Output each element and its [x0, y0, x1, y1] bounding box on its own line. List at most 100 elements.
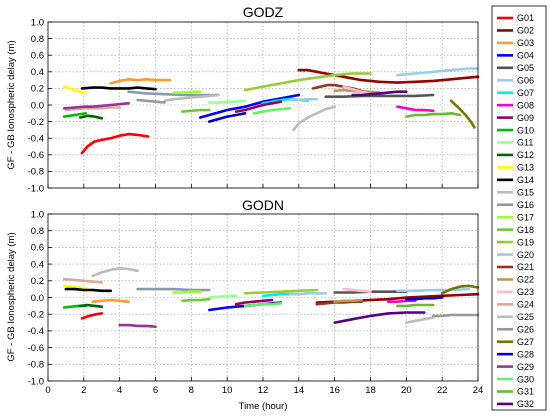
legend-label-g28: G28 [517, 349, 534, 359]
godz-series-g12 [79, 114, 104, 120]
legend-label-g06: G06 [517, 75, 534, 85]
legend-label-g04: G04 [517, 51, 534, 61]
godz-series-g19 [243, 72, 372, 92]
godn-x-tick-label: 18 [365, 385, 376, 396]
godz-y-tick-label: -1.0 [28, 183, 44, 194]
godn-x-tick-label: 0 [45, 385, 50, 396]
legend-label-g30: G30 [517, 374, 534, 384]
legend-label-g02: G02 [517, 26, 534, 36]
godz-series-g30 [252, 107, 292, 115]
godz-series-g06 [396, 67, 480, 77]
godn-series-g30 [243, 301, 283, 308]
legend-label-g15: G15 [517, 188, 534, 198]
godn-y-tick-label: -1.0 [28, 376, 44, 387]
legend-label-g07: G07 [517, 88, 534, 98]
godz-series-g01 [80, 132, 150, 155]
godn-panel: GODN -1.0 -0.8 -0.6 -0.4 -0.2 0.0 0.2 0.4 0.6 0.8… [6, 197, 483, 412]
godz-title: GODZ [243, 4, 284, 20]
godn-y-tick-label: 0.2 [31, 276, 44, 287]
legend-label-g10: G10 [517, 125, 534, 135]
godz-series-g08 [396, 105, 435, 113]
godn-series-g27 [440, 284, 480, 295]
godz-series-g04 [199, 93, 301, 119]
godz-series-g20 [288, 97, 319, 102]
godz-y-tick-label: 0.2 [31, 84, 44, 95]
legend-label-g13: G13 [517, 163, 534, 173]
godn-series-g15 [404, 316, 435, 324]
godz-series-g24 [64, 106, 121, 112]
legend-label-g17: G17 [517, 212, 534, 222]
godz-y-tick-label: 0.8 [31, 34, 44, 45]
godn-series-g20 [288, 291, 328, 296]
godz-series-g18 [181, 108, 211, 113]
legend-label-g27: G27 [517, 337, 534, 347]
godn-series-g06 [396, 287, 471, 293]
godz-y-tick-label: -0.2 [28, 117, 44, 128]
godn-series-g08 [387, 299, 417, 304]
godz-series-g10 [62, 112, 87, 118]
godz-y-tick-label: -0.8 [28, 167, 44, 178]
legend-label-g03: G03 [517, 38, 534, 48]
godn-series-g26 [431, 313, 480, 318]
legend-label-g12: G12 [517, 150, 534, 160]
godn-series-g23 [342, 287, 372, 294]
godn-series-g19 [243, 288, 319, 295]
godn-series-g13 [62, 284, 87, 290]
godn-series-g11 [208, 294, 238, 299]
legend-label-g05: G05 [517, 63, 534, 73]
legend-label-g08: G08 [517, 100, 534, 110]
godn-x-tick-label: 2 [81, 385, 86, 396]
godz-y-tick-label: 0.0 [31, 100, 44, 111]
godn-y-tick-label: -0.2 [28, 310, 44, 321]
godn-x-tick-label: 12 [258, 385, 269, 396]
godz-series-g32 [351, 90, 408, 97]
godz-series-g31 [404, 112, 462, 118]
godz-series-g27 [449, 99, 476, 129]
godz-y-tick-label: 1.0 [31, 17, 44, 28]
godz-panel: GODZ -1.0 -0.8 -0.6 -0.4 -0.2 0.0 0.2 0.4 0.6 0.8… [6, 4, 480, 194]
godz-series-g09 [234, 100, 283, 113]
godn-series-g31 [396, 303, 435, 308]
godn-y-tick-label: 0.0 [31, 293, 44, 304]
godn-x-tick-label: 22 [437, 385, 448, 396]
godn-series-g24 [62, 277, 104, 284]
legend-label-g18: G18 [517, 225, 534, 235]
godn-y-tick-label: 0.6 [31, 243, 44, 254]
godn-series-g12 [79, 303, 104, 309]
godz-series-g26 [136, 98, 166, 104]
godz-series-g28 [208, 112, 247, 123]
godn-series-g28 [404, 296, 444, 301]
godn-series-g09 [234, 298, 274, 306]
godn-x-axis-label: Time (hour) [239, 401, 288, 412]
godz-y-tick-label: 0.4 [31, 67, 44, 78]
legend-label-g23: G23 [517, 287, 534, 297]
godz-series-g14 [80, 86, 157, 91]
legend-label-g16: G16 [517, 200, 534, 210]
legend-label-g21: G21 [517, 262, 534, 272]
godn-series-g17 [172, 290, 202, 294]
godn-x-tick-label: 4 [117, 385, 122, 396]
godn-x-tick-label: 20 [401, 385, 412, 396]
godz-y-tick-label: 0.6 [31, 51, 44, 62]
godn-title: GODN [242, 197, 284, 213]
godn-x-tick-label: 10 [222, 385, 233, 396]
godn-series-g16 [136, 287, 211, 292]
godz-y-axis-label: GF - GB Ionospheric delay (m) [6, 40, 17, 169]
godz-series-g05 [324, 93, 435, 98]
godz-series-g23 [342, 85, 372, 96]
godn-series-g32 [333, 311, 426, 324]
godz-series-g02 [297, 68, 480, 84]
legend-label-g01: G01 [517, 13, 534, 23]
legend-label-g26: G26 [517, 324, 534, 334]
legend-label-g24: G24 [517, 300, 534, 310]
legend-label-g25: G25 [517, 312, 534, 322]
godz-y-tick-label: -0.4 [28, 134, 44, 145]
godn-series-g25 [91, 266, 139, 278]
godn-x-tick-label: 14 [294, 385, 305, 396]
godn-y-tick-label: 1.0 [31, 209, 44, 220]
legend-label-g09: G09 [517, 113, 534, 123]
godz-series-g15 [292, 105, 337, 132]
godz-y-tick-label: -0.6 [28, 150, 44, 161]
godn-series-g14 [64, 287, 112, 293]
